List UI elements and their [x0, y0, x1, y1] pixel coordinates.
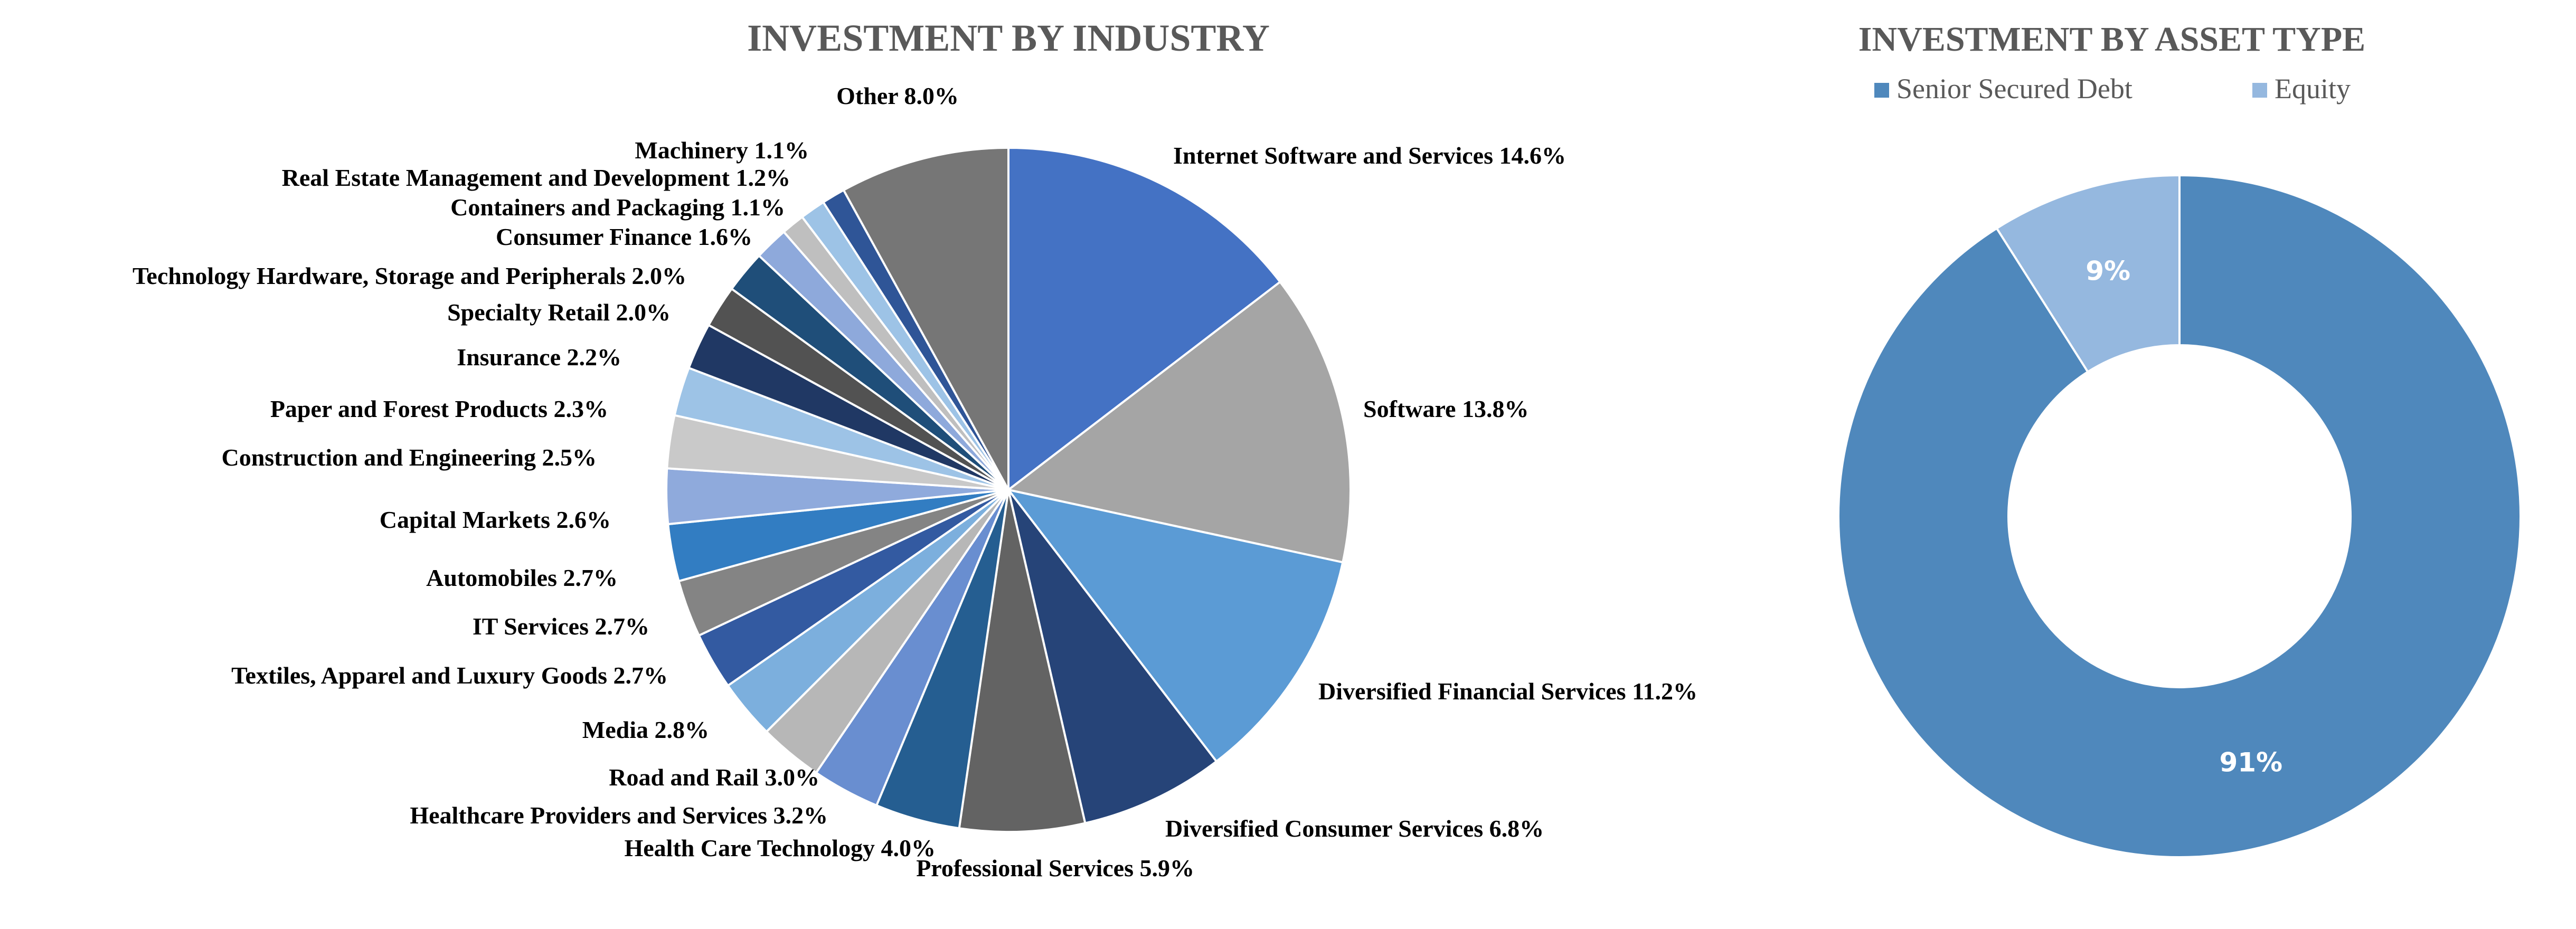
donut-slice-senior-secured-debt	[1837, 174, 2522, 858]
legend-label-senior-secured-debt: Senior Secured Debt	[1896, 73, 2132, 105]
slice-label-technology-hardware-storage-and-peripherals: Technology Hardware, Storage and Periphe…	[133, 262, 686, 289]
slice-label-healthcare-providers-and-services: Healthcare Providers and Services 3.2%	[410, 802, 828, 829]
slice-label-diversified-financial-services: Diversified Financial Services 11.2%	[1318, 678, 1697, 705]
slice-label-diversified-consumer-services: Diversified Consumer Services 6.8%	[1165, 815, 1544, 842]
industry-labels: Internet Software and Services 14.6% Soft…	[133, 82, 1697, 881]
slice-label-internet-software-and-services: Internet Software and Services 14.6%	[1173, 142, 1566, 169]
donut-label-senior-secured-debt: 91%	[2219, 747, 2282, 778]
slice-label-road-and-rail: Road and Rail 3.0%	[609, 764, 819, 791]
industry-slices	[665, 147, 1352, 833]
slice-label-paper-and-forest-products: Paper and Forest Products 2.3%	[270, 395, 608, 422]
legend-label-equity: Equity	[2275, 73, 2351, 105]
legend-swatch-senior-secured-debt	[1874, 83, 1889, 98]
asset-type-donut-chart: INVESTMENT BY ASSET TYPE Senior Secured …	[1837, 20, 2522, 858]
slice-label-media: Media 2.8%	[582, 716, 709, 743]
slice-software	[1007, 281, 1352, 564]
slice-label-other: Other 8.0%	[836, 82, 959, 109]
asset-legend: Senior Secured Debt Equity	[1874, 73, 2351, 105]
slice-diversified-consumer-services	[1007, 489, 1218, 824]
slice-label-insurance: Insurance 2.2%	[457, 344, 621, 371]
slice-label-professional-services: Professional Services 5.9%	[916, 855, 1194, 881]
slice-label-automobiles: Automobiles 2.7%	[426, 564, 618, 591]
industry-chart-title: INVESTMENT BY INDUSTRY	[747, 17, 1270, 59]
donut-slice-equity	[1995, 174, 2181, 374]
industry-pie-chart: INVESTMENT BY INDUSTRY Internet Software…	[133, 17, 1697, 881]
slice-label-containers-and-packaging: Containers and Packaging 1.1%	[450, 194, 785, 221]
slice-label-health-care-technology: Health Care Technology 4.0%	[624, 835, 936, 861]
slice-label-construction-and-engineering: Construction and Engineering 2.5%	[221, 444, 597, 471]
legend-swatch-equity	[2252, 83, 2267, 98]
slice-label-capital-markets: Capital Markets 2.6%	[380, 506, 611, 533]
slice-label-real-estate-management-and-development: Real Estate Management and Development 1…	[282, 164, 790, 191]
slice-label-machinery: Machinery 1.1%	[635, 137, 809, 164]
slice-other	[842, 147, 1009, 491]
slice-professional-services	[958, 489, 1087, 833]
slice-label-software: Software 13.8%	[1363, 395, 1528, 422]
slice-label-consumer-finance: Consumer Finance 1.6%	[496, 223, 752, 250]
slice-label-textiles-apparel-and-luxury-goods: Textiles, Apparel and Luxury Goods 2.7%	[231, 662, 668, 689]
slice-diversified-financial-services	[1007, 489, 1344, 763]
asset-chart-title: INVESTMENT BY ASSET TYPE	[1858, 20, 2365, 59]
asset-slices	[1837, 174, 2522, 858]
slice-label-specialty-retail: Specialty Retail 2.0%	[447, 299, 671, 326]
slice-label-it-services: IT Services 2.7%	[473, 613, 649, 640]
donut-label-equity: 9%	[2086, 255, 2130, 286]
asset-labels: 91% 9%	[2086, 255, 2282, 778]
slice-internet-software-and-services	[1007, 147, 1281, 491]
